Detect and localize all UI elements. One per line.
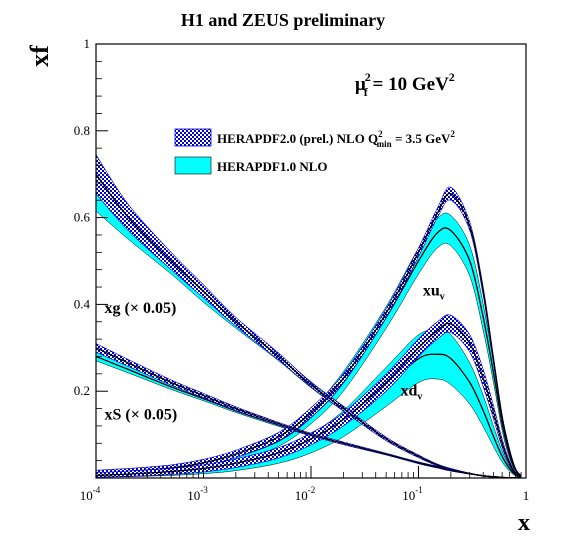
scale-label-value: = 10 GeV — [368, 74, 449, 95]
band-herapdf2-0-xg-x0-05 — [96, 154, 522, 478]
x-tick-label-exp-3: -1 — [415, 485, 423, 495]
legend-swatch-herapdf1 — [174, 156, 212, 175]
scale-label-sub: f — [364, 85, 369, 99]
x-tick-label-base-2: 10 — [295, 488, 308, 503]
x-tick-label-base-3: 10 — [402, 488, 415, 503]
curve-annotations: xg (× 0.05) xS (× 0.05) xuv xdv — [105, 283, 445, 424]
x-tick-label-base-0: 10 — [80, 488, 93, 503]
x-tick-label-2: 10-2 — [295, 485, 316, 503]
y-axis-label: xf — [25, 45, 54, 67]
x-tick-label-exp-1: -3 — [200, 485, 208, 495]
y-tick-label-0: 0.2 — [74, 383, 90, 398]
annotation-xs: xS (× 0.05) — [105, 406, 178, 423]
x-tick-label-base-1: 10 — [187, 488, 200, 503]
y-tick-label-3: 0.8 — [74, 123, 90, 138]
y-tick-label-1: 0.4 — [74, 296, 91, 311]
legend-label-herapdf2: HERAPDF2.0 (prel.) NLO Q2 min = 3.5 GeV2 — [217, 129, 455, 149]
x-tick-label-exp-2: -2 — [308, 485, 316, 495]
legend-label-herapdf1: HERAPDF1.0 NLO — [217, 159, 328, 174]
x-tick-label-base-4: 1 — [523, 488, 530, 503]
y-tick-label-2: 0.6 — [74, 210, 91, 225]
scale-label-sup: 2 — [365, 70, 371, 84]
annotation-xuv-sub: v — [440, 292, 445, 303]
legend-label-herapdf2-sup: 2 — [378, 129, 383, 139]
legend-label-herapdf2-main: HERAPDF2.0 (prel.) NLO Q — [217, 131, 378, 146]
scale-label: μ2 f = 10 GeV2 — [355, 70, 455, 99]
x-tick-label-3: 10-1 — [402, 485, 423, 503]
x-tick-label-1: 10-3 — [187, 485, 208, 503]
annotation-xdv: xdv — [401, 383, 423, 403]
chart-title: H1 and ZEUS preliminary — [181, 10, 385, 30]
legend-label-herapdf2-suffix-sup: 2 — [450, 129, 455, 139]
x-tick-label-0: 10-4 — [80, 485, 101, 503]
x-tick-label-4: 1 — [523, 488, 530, 503]
axis-tick-labels: 10-4 10-3 10-2 10-1 10.20.40.60.81 — [74, 36, 530, 503]
scale-label-unit-sup: 2 — [449, 70, 455, 84]
y-tick-label-4: 1 — [84, 36, 91, 51]
central-line-herapdf2-0-xu-v — [96, 192, 522, 477]
axis-ticks — [95, 43, 527, 478]
legend-label-herapdf2-sub: min — [377, 139, 392, 149]
band-herapdf1-0-xd-v — [96, 329, 522, 478]
legend: HERAPDF2.0 (prel.) NLO Q2 min = 3.5 GeV2 … — [174, 128, 455, 175]
annotation-xuv-main: xu — [423, 283, 440, 300]
legend-label-herapdf2-suffix: = 3.5 GeV — [392, 131, 451, 146]
x-tick-label-exp-0: -4 — [93, 485, 101, 495]
annotation-xdv-sub: v — [417, 392, 422, 403]
annotation-xdv-main: xd — [401, 383, 418, 400]
x-axis-label: x — [518, 510, 530, 536]
scale-label-main: μ — [355, 74, 366, 95]
annotation-xg: xg (× 0.05) — [105, 300, 177, 317]
annotation-xuv: xuv — [423, 283, 445, 303]
legend-swatch-herapdf2 — [174, 128, 212, 147]
